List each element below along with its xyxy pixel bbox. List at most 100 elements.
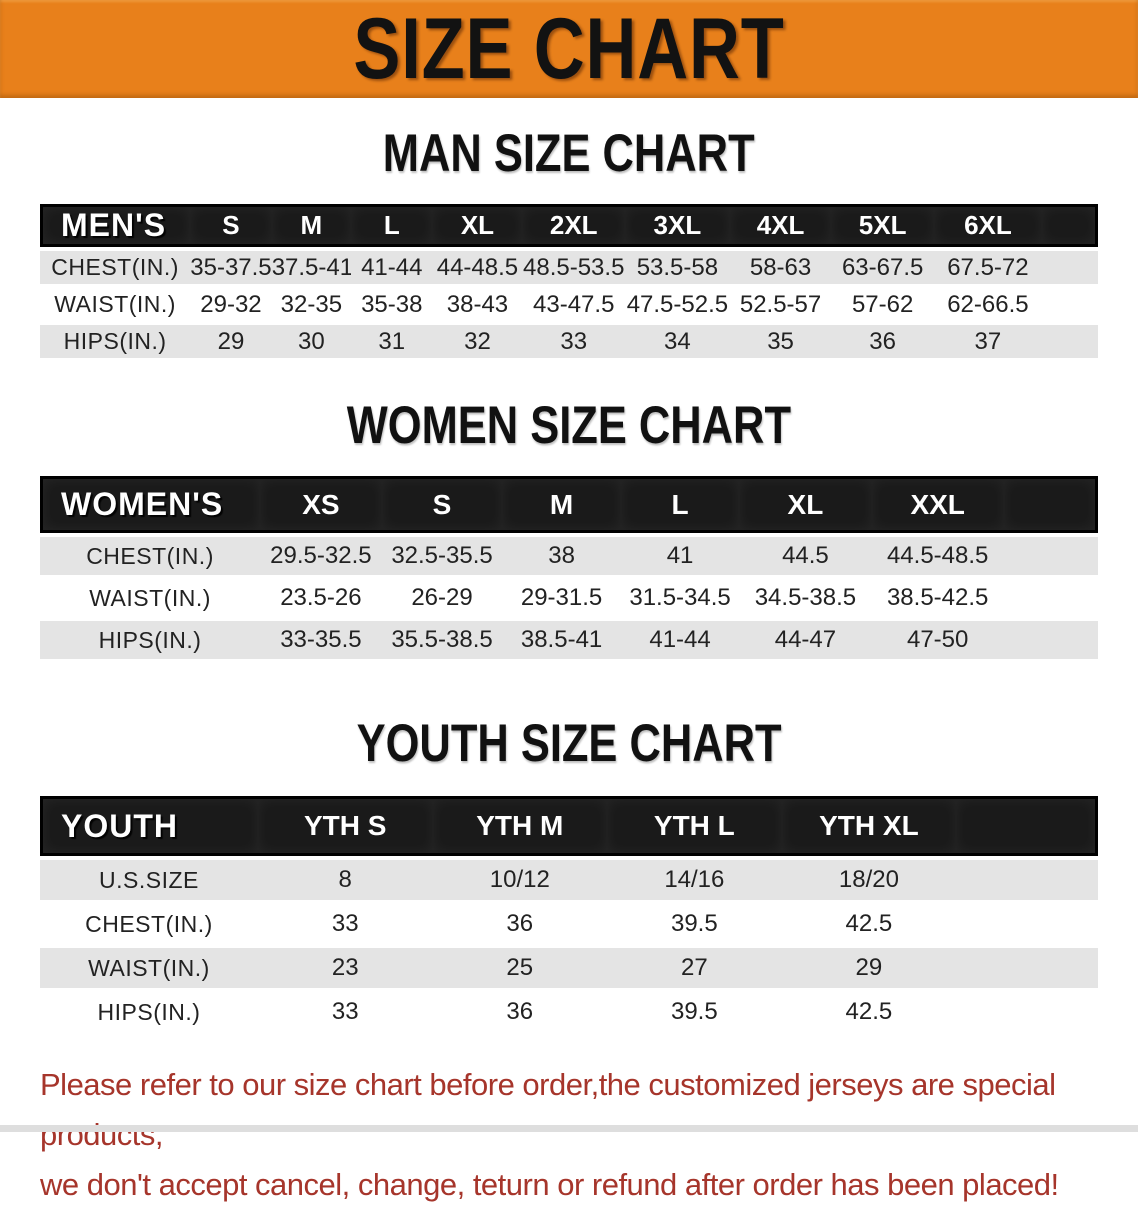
row-label: HIPS(IN.) [40,992,258,1032]
value-cell: 33 [522,325,626,358]
men-corner-label: MEN'S [40,204,191,247]
women-size-table: WOMEN'S XS S M L XL XXL CHEST(IN.) 29.5-… [40,472,1098,663]
value-cell: 47.5-52.5 [625,288,730,321]
value-cell: 52.5-57 [729,288,832,321]
row-label: WAIST(IN.) [40,288,191,321]
value-cell: 62-66.5 [933,288,1042,321]
row-label: CHEST(IN.) [40,251,191,284]
youth-corner-label: YOUTH [40,796,258,856]
value-cell: 36 [831,325,934,358]
value-cell: 48.5-53.5 [522,251,626,284]
youth-section-heading-text: YOUTH SIZE CHART [356,714,782,773]
value-cell: 32-35 [271,288,352,321]
women-hips-row: HIPS(IN.) 33-35.5 35.5-38.5 38.5-41 41-4… [40,621,1098,659]
value-cell: 10/12 [432,860,608,900]
row-label: CHEST(IN.) [40,904,258,944]
man-section-heading-text: MAN SIZE CHART [383,124,755,183]
youth-size-header: YTH XL [781,796,957,856]
value-cell: 38.5-41 [502,621,621,659]
value-cell: 33-35.5 [260,621,382,659]
value-cell: 29-31.5 [502,579,621,617]
order-disclaimer: Please refer to our size chart before or… [40,1060,1100,1210]
women-section-heading-text: WOMEN SIZE CHART [346,396,792,455]
value-cell: 36 [432,904,608,944]
row-label: HIPS(IN.) [40,621,261,659]
value-cell: 35 [729,325,832,358]
disclaimer-line-1: Please refer to our size chart before or… [40,1067,1056,1152]
value-cell: 31.5-34.5 [620,579,740,617]
value-cell: 34.5-38.5 [739,579,872,617]
men-size-header: XL [432,204,523,247]
youth-header-spacer [956,796,1098,856]
women-size-header: M [502,476,621,533]
men-size-table: MEN'S S M L XL 2XL 3XL 4XL 5XL 6XL CHEST… [40,200,1098,362]
value-cell: 39.5 [607,904,782,944]
value-cell: 42.5 [781,904,957,944]
value-cell: 27 [607,948,782,988]
women-size-header: XL [739,476,872,533]
men-size-header: 2XL [522,204,626,247]
value-cell: 38-43 [432,288,523,321]
men-size-header: 5XL [831,204,934,247]
value-cell: 38.5-42.5 [871,579,1004,617]
men-hips-row: HIPS(IN.) 29 30 31 32 33 34 35 36 37 [40,325,1098,358]
row-label: HIPS(IN.) [40,325,191,358]
row-spacer [1041,325,1098,358]
value-cell: 37 [933,325,1042,358]
value-cell: 32.5-35.5 [381,537,503,575]
women-header-spacer [1003,476,1098,533]
row-spacer [956,860,1098,900]
men-header-row: MEN'S S M L XL 2XL 3XL 4XL 5XL 6XL [40,204,1098,247]
value-cell: 63-67.5 [831,251,934,284]
value-cell: 44.5 [739,537,872,575]
value-cell: 38 [502,537,621,575]
value-cell: 25 [432,948,608,988]
value-cell: 44-47 [739,621,872,659]
women-size-header: S [381,476,503,533]
value-cell: 29 [781,948,957,988]
value-cell: 41 [620,537,740,575]
value-cell: 29-32 [190,288,272,321]
men-chest-row: CHEST(IN.) 35-37.5 37.5-41 41-44 44-48.5… [40,251,1098,284]
row-label: WAIST(IN.) [40,579,261,617]
women-chest-row: CHEST(IN.) 29.5-32.5 32.5-35.5 38 41 44.… [40,537,1098,575]
value-cell: 34 [625,325,730,358]
value-cell: 33 [257,992,433,1032]
row-spacer [1041,251,1098,284]
bottom-edge-strip [0,1125,1138,1132]
value-cell: 26-29 [381,579,503,617]
value-cell: 44.5-48.5 [871,537,1004,575]
value-cell: 37.5-41 [271,251,352,284]
youth-waist-row: WAIST(IN.) 23 25 27 29 [40,948,1098,988]
youth-size-header: YTH L [607,796,782,856]
row-label: U.S.SIZE [40,860,258,900]
row-spacer [956,948,1098,988]
value-cell: 57-62 [831,288,934,321]
value-cell: 30 [271,325,352,358]
women-size-header: XS [260,476,382,533]
row-spacer [1003,579,1098,617]
value-cell: 36 [432,992,608,1032]
value-cell: 31 [351,325,433,358]
row-spacer [1041,288,1098,321]
value-cell: 23.5-26 [260,579,382,617]
value-cell: 47-50 [871,621,1004,659]
men-size-header: S [190,204,272,247]
men-size-header: 4XL [729,204,832,247]
youth-hips-row: HIPS(IN.) 33 36 39.5 42.5 [40,992,1098,1032]
women-header-row: WOMEN'S XS S M L XL XXL [40,476,1098,533]
men-size-header: M [271,204,352,247]
men-size-header: 6XL [933,204,1042,247]
row-spacer [1003,537,1098,575]
youth-size-header: YTH M [432,796,608,856]
women-waist-row: WAIST(IN.) 23.5-26 26-29 29-31.5 31.5-34… [40,579,1098,617]
value-cell: 18/20 [781,860,957,900]
youth-section-heading: YOUTH SIZE CHART [0,713,1138,774]
value-cell: 32 [432,325,523,358]
value-cell: 35.5-38.5 [381,621,503,659]
man-section-heading: MAN SIZE CHART [0,123,1138,184]
value-cell: 43-47.5 [522,288,626,321]
men-size-header: L [351,204,433,247]
row-spacer [1003,621,1098,659]
value-cell: 39.5 [607,992,782,1032]
